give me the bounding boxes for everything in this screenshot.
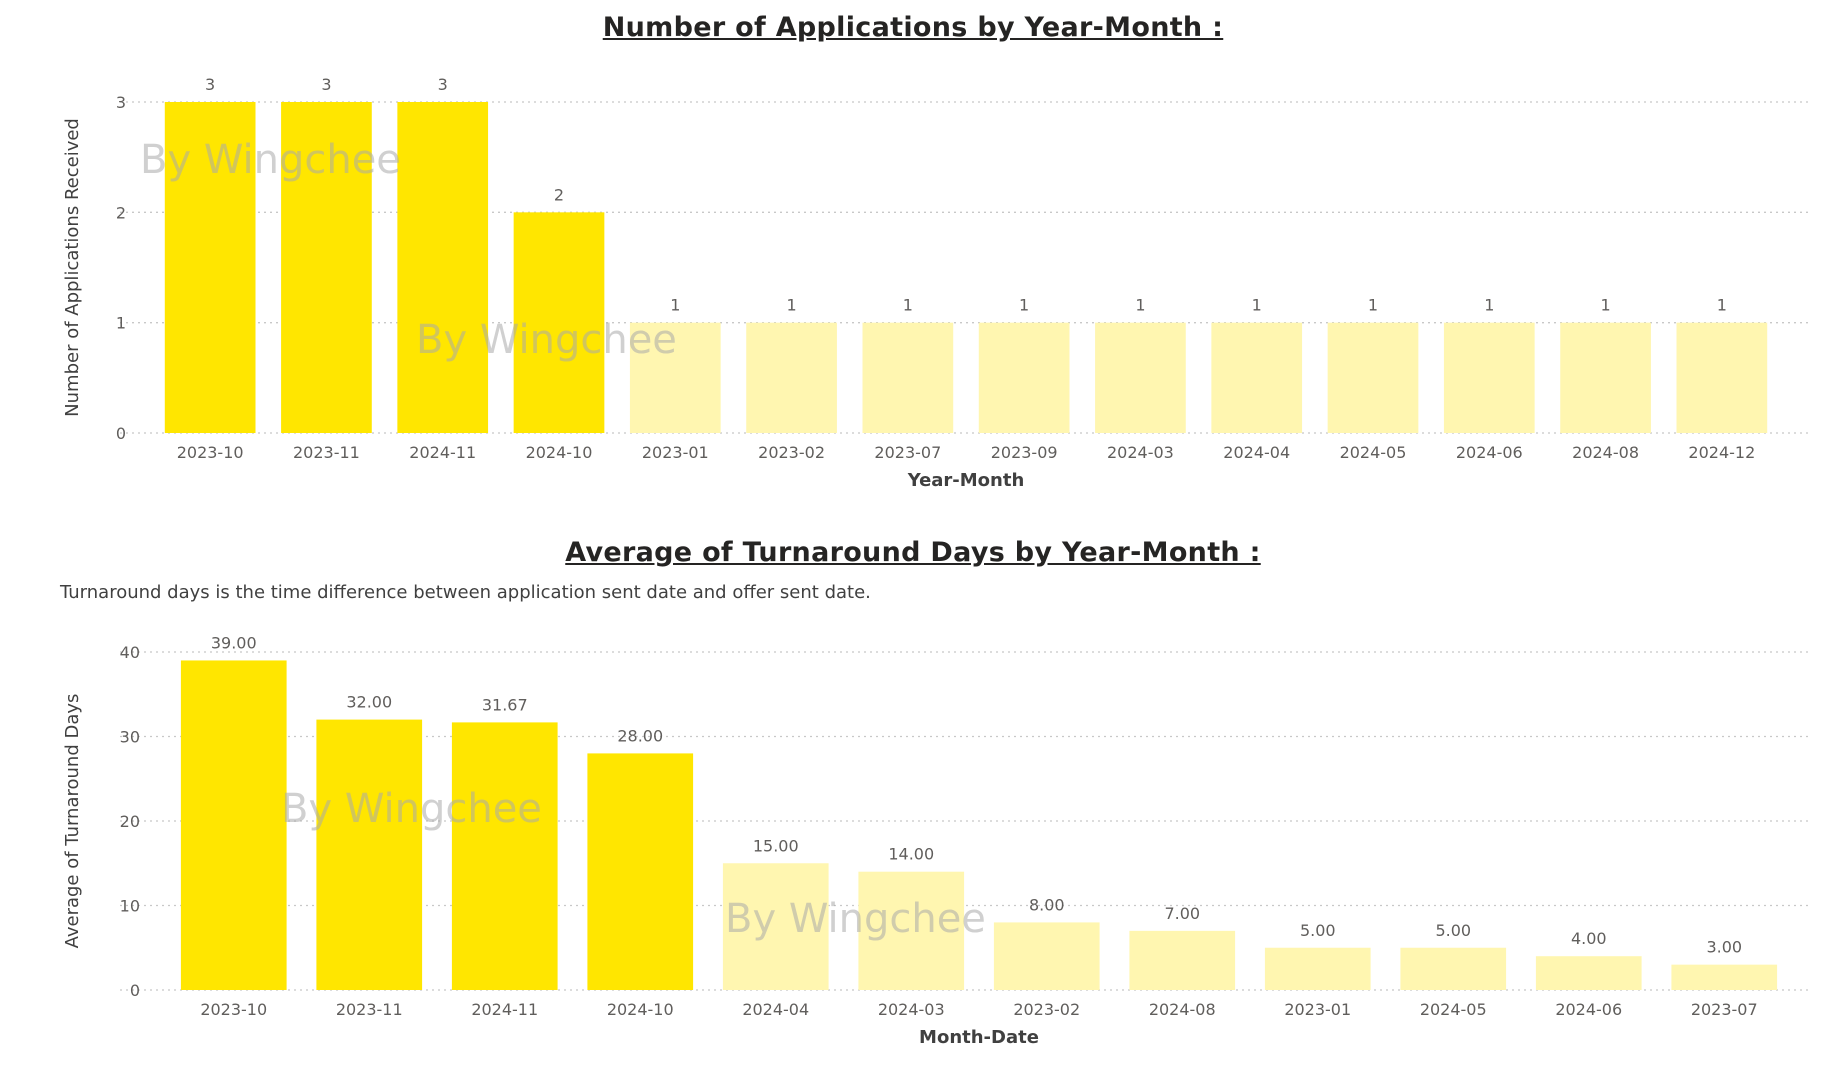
chart1-data-label: 1 [786,296,796,315]
chart1-data-label: 1 [1019,296,1029,315]
chart2-data-label: 7.00 [1164,904,1200,923]
chart2-bar [1264,947,1371,990]
chart2-ytick-label: 40 [120,643,140,662]
chart1-bar [978,322,1070,433]
chart1-bar [629,322,721,433]
chart1-data-label: 1 [1368,296,1378,315]
chart2-ytick-label: 20 [120,812,140,831]
chart2-data-label: 3.00 [1706,938,1742,957]
chart2-data-label: 32.00 [346,693,392,712]
chart1-xtick-label: 2024-03 [1107,443,1174,462]
chart1-data-label: 3 [438,75,448,94]
chart1-bar [513,212,605,433]
chart2-xtick-label: 2023-11 [336,1000,403,1019]
chart2-bar [451,722,558,990]
chart1-plot: 0 1 2 3 3 2023-10 3 2023-11 3 2024-11 2 2024-10 1 202… [62,75,1812,491]
chart2-bar [858,871,965,990]
chart1-xtick-label: 2024-04 [1223,443,1290,462]
chart2-data-label: 8.00 [1029,895,1065,914]
chart1-yaxis-title: Number of Applications Received [62,118,83,417]
chart1-xtick-label: 2024-06 [1456,443,1523,462]
chart1-bar [1095,322,1186,433]
chart1-data-label: 1 [1717,296,1727,315]
chart2-bar [1535,956,1642,990]
chart1-xtick-label: 2023-01 [642,443,709,462]
chart2-yaxis-title: Average of Turnaround Days [62,694,83,949]
chart2-xtick-label: 2024-03 [878,1000,945,1019]
chart2-bar [316,719,423,990]
chart2-bar [722,863,829,990]
chart2-xtick-label: 2023-07 [1691,1000,1758,1019]
chart1-bar [397,102,489,433]
chart2-xtick-label: 2023-02 [1013,1000,1080,1019]
chart2-bar [993,922,1100,990]
chart1-bar [281,102,372,433]
chart2-data-label: 5.00 [1435,921,1471,940]
chart2-xtick-label: 2024-06 [1555,1000,1622,1019]
chart1-ytick-label: 2 [116,203,126,222]
chart1-xtick-label: 2024-10 [526,443,593,462]
chart1-xtick-label: 2024-12 [1688,443,1755,462]
chart2-data-label: 28.00 [617,726,663,745]
chart1-xtick-label: 2024-11 [409,443,476,462]
chart1-xtick-label: 2023-02 [758,443,825,462]
chart1-bar [1443,322,1535,433]
chart1-ytick-label: 1 [116,314,126,333]
chart1-data-label: 1 [1600,296,1610,315]
chart1-xtick-label: 2024-05 [1340,443,1407,462]
chart2-xtick-label: 2023-01 [1284,1000,1351,1019]
chart1-data-label: 3 [321,75,331,94]
chart1-xaxis-title: Year-Month [907,470,1025,491]
chart1-ytick-label: 0 [116,424,126,443]
chart2-bar [180,660,287,990]
chart1-ytick-label: 3 [116,93,126,112]
chart2-bar [1129,930,1236,990]
chart2-xtick-label: 2024-05 [1420,1000,1487,1019]
chart1-bar [164,102,256,433]
chart2-data-label: 4.00 [1571,929,1607,948]
chart2-data-label: 15.00 [753,836,799,855]
chart2-ytick-label: 10 [120,897,140,916]
chart2-title: Average of Turnaround Days by Year-Month… [565,537,1261,568]
chart2-data-label: 14.00 [888,845,934,864]
chart2-ytick-label: 30 [120,728,140,747]
chart2-data-label: 5.00 [1300,921,1336,940]
chart2-bar [1671,964,1778,990]
chart1-bar [746,322,837,433]
chart2-data-label: 39.00 [211,633,257,652]
chart2-xtick-label: 2024-10 [607,1000,674,1019]
chart2-xaxis-title: Month-Date [919,1027,1039,1048]
chart2-xtick-label: 2024-11 [471,1000,538,1019]
chart1-data-label: 1 [1135,296,1145,315]
chart1-bar [1211,322,1303,433]
chart2-xtick-label: 2023-10 [200,1000,267,1019]
chart2-subtitle: Turnaround days is the time difference b… [60,582,871,603]
chart2-xtick-label: 2024-08 [1149,1000,1216,1019]
chart1-xtick-label: 2024-08 [1572,443,1639,462]
chart1-data-label: 3 [205,75,215,94]
chart1-data-label: 1 [670,296,680,315]
chart2-bar [1400,947,1507,990]
chart2-xtick-label: 2024-04 [742,1000,809,1019]
chart1-data-label: 2 [554,185,564,204]
chart1-bar [862,322,954,433]
chart1-title: Number of Applications by Year-Month : [602,12,1224,43]
chart1-data-label: 1 [903,296,913,315]
chart1-xtick-label: 2023-10 [177,443,244,462]
chart1-bar [1560,322,1651,433]
chart1-bar [1327,322,1419,433]
chart2-bar [587,753,694,990]
chart1-data-label: 1 [1252,296,1262,315]
chart1-data-label: 1 [1484,296,1494,315]
chart1-xtick-label: 2023-07 [874,443,941,462]
chart2-ytick-label: 0 [130,981,140,1000]
chart1-xtick-label: 2023-11 [293,443,360,462]
chart2-data-label: 31.67 [482,695,528,714]
chart1-bar [1676,322,1768,433]
chart1-xtick-label: 2023-09 [991,443,1058,462]
